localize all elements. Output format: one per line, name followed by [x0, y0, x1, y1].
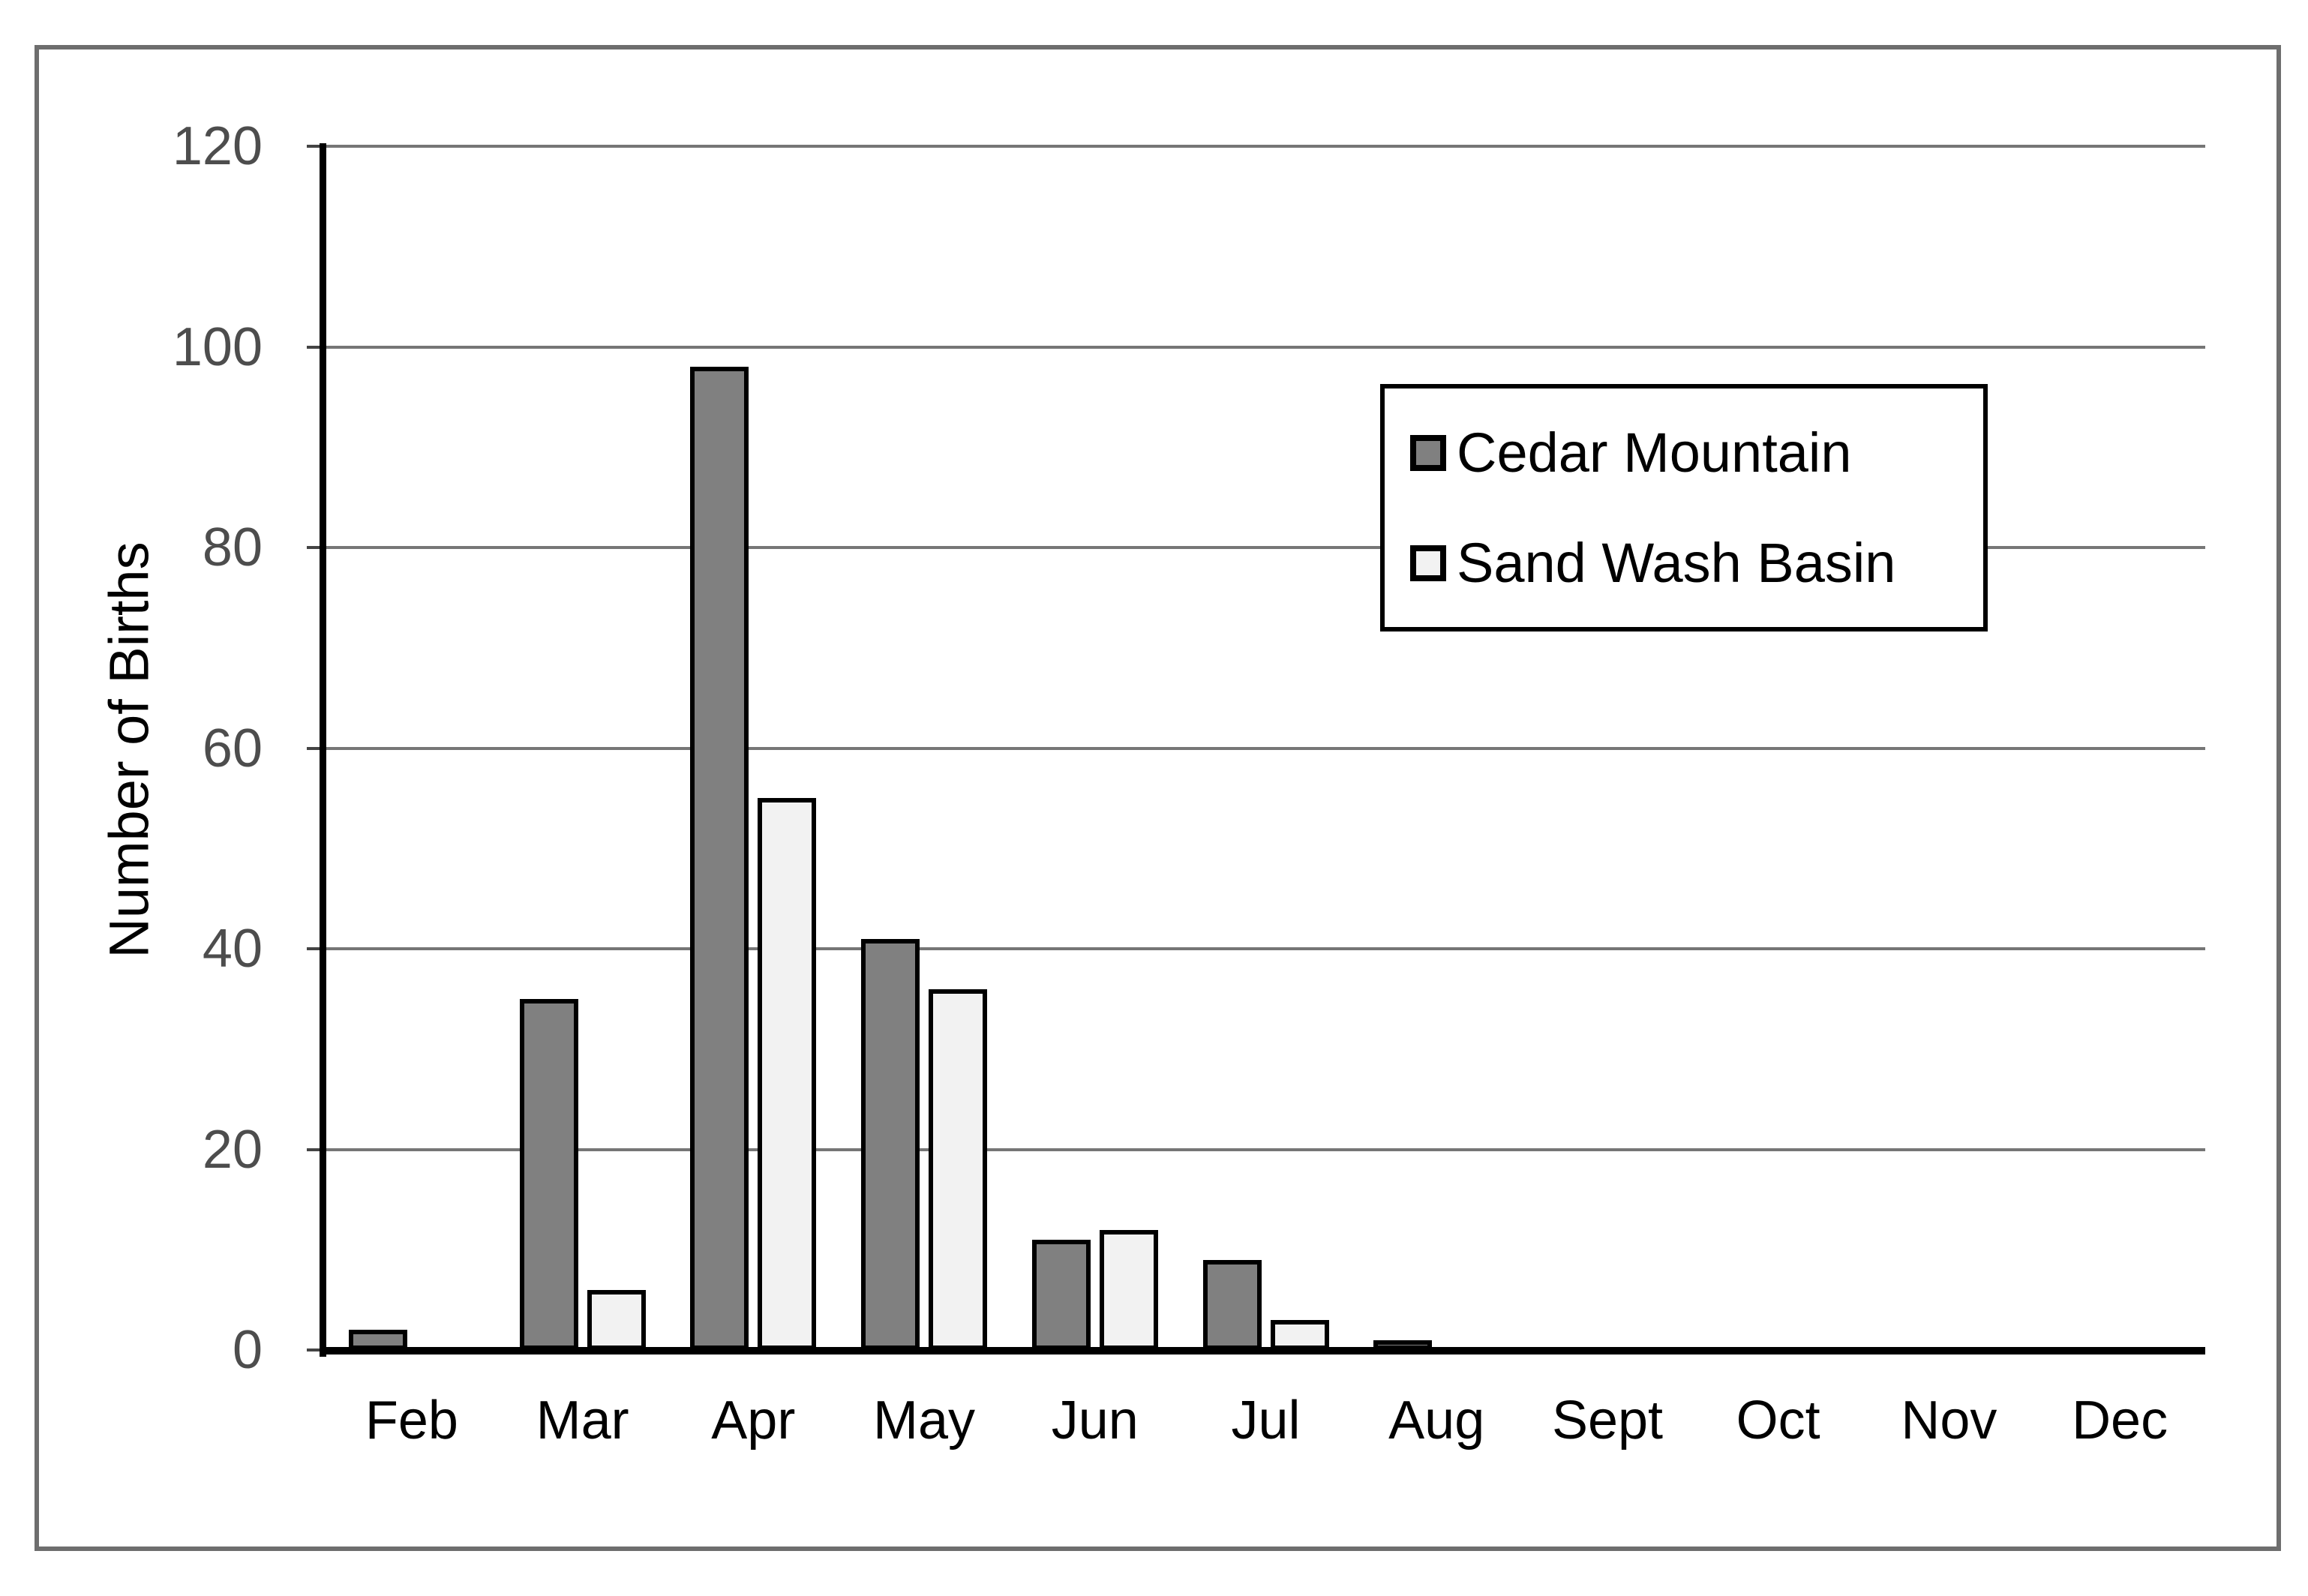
x-category-label-jun: Jun	[1051, 1390, 1139, 1450]
legend-item-cedar-mountain: Cedar Mountain	[1410, 421, 1983, 484]
y-tick-mark-0	[307, 1348, 320, 1352]
y-tick-mark-120	[307, 145, 320, 148]
bar-sand-wash-basin-may	[929, 988, 987, 1350]
legend-label-sand-wash-basin: Sand Wash Basin	[1457, 532, 1896, 594]
x-axis-line	[320, 1347, 2205, 1354]
y-tick-label-40: 40	[202, 919, 263, 979]
x-category-label-nov: Nov	[1901, 1390, 1997, 1450]
legend-swatch-cedar-mountain	[1410, 434, 1446, 471]
bar-sand-wash-basin-mar	[587, 1289, 646, 1351]
x-category-label-jul: Jul	[1231, 1390, 1301, 1450]
x-category-label-dec: Dec	[2072, 1390, 2168, 1450]
gridline-y-100	[320, 345, 2205, 349]
y-tick-mark-60	[307, 746, 320, 750]
y-tick-mark-100	[307, 345, 320, 349]
gridline-y-40	[320, 947, 2205, 950]
bar-cedar-mountain-may	[861, 938, 920, 1350]
y-tick-label-60: 60	[202, 718, 263, 778]
y-tick-label-20: 20	[202, 1119, 263, 1180]
y-tick-label-80: 80	[202, 518, 263, 578]
bar-sand-wash-basin-jul	[1270, 1319, 1329, 1350]
y-tick-label-0: 0	[232, 1320, 263, 1380]
y-tick-label-100: 100	[172, 316, 263, 377]
legend-label-cedar-mountain: Cedar Mountain	[1457, 422, 1852, 484]
y-tick-mark-40	[307, 947, 320, 950]
bar-cedar-mountain-mar	[519, 998, 578, 1350]
legend-item-sand-wash-basin: Sand Wash Basin	[1410, 531, 1983, 595]
legend: Cedar Mountain Sand Wash Basin	[1380, 384, 1988, 632]
x-category-label-sept: Sept	[1551, 1390, 1664, 1450]
gridline-y-120	[320, 145, 2205, 148]
legend-swatch-sand-wash-basin	[1410, 544, 1446, 581]
x-category-label-may: May	[872, 1390, 976, 1450]
y-axis-line	[320, 143, 326, 1357]
y-tick-mark-80	[307, 546, 320, 549]
x-category-label-apr: Apr	[711, 1390, 796, 1450]
bar-cedar-mountain-jul	[1202, 1259, 1262, 1350]
gridline-y-80	[320, 546, 2205, 549]
bar-cedar-mountain-apr	[690, 367, 749, 1351]
bar-sand-wash-basin-apr	[758, 798, 817, 1350]
y-tick-mark-20	[307, 1148, 320, 1151]
bar-sand-wash-basin-jun	[1099, 1229, 1158, 1350]
x-category-label-oct: Oct	[1736, 1390, 1820, 1450]
gridline-y-60	[320, 746, 2205, 750]
gridline-y-20	[320, 1148, 2205, 1151]
bar-cedar-mountain-jun	[1031, 1239, 1091, 1350]
y-tick-label-120: 120	[172, 116, 263, 176]
x-category-label-aug: Aug	[1388, 1390, 1485, 1450]
x-category-label-feb: Feb	[365, 1390, 458, 1450]
x-category-label-mar: Mar	[536, 1390, 629, 1450]
